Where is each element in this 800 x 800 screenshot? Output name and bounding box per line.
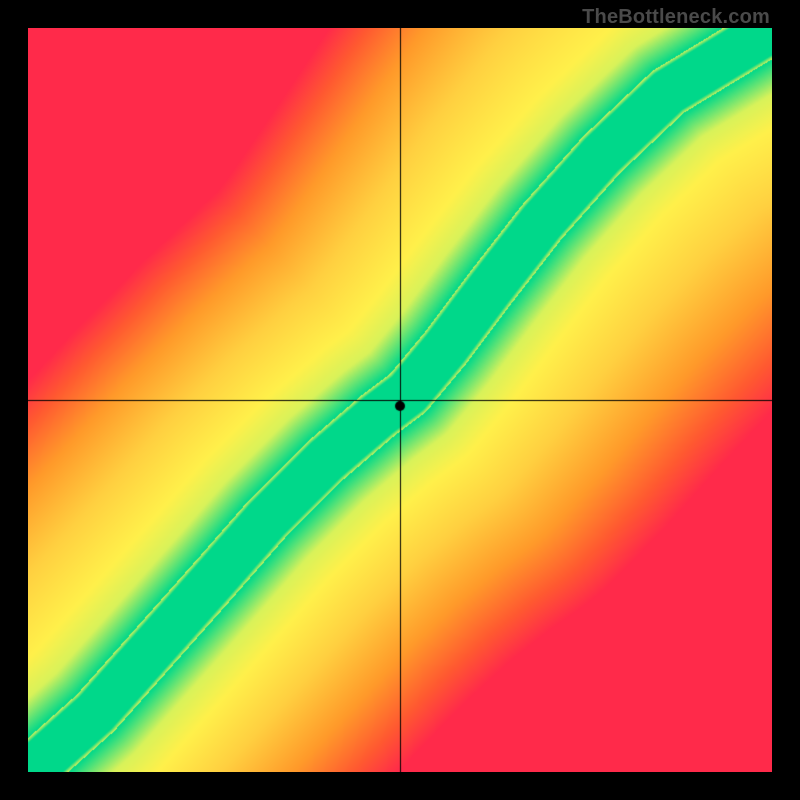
watermark-text: TheBottleneck.com <box>582 6 770 29</box>
heatmap-canvas <box>28 28 772 772</box>
plot-area <box>28 28 772 772</box>
figure-frame: TheBottleneck.com <box>0 0 800 800</box>
